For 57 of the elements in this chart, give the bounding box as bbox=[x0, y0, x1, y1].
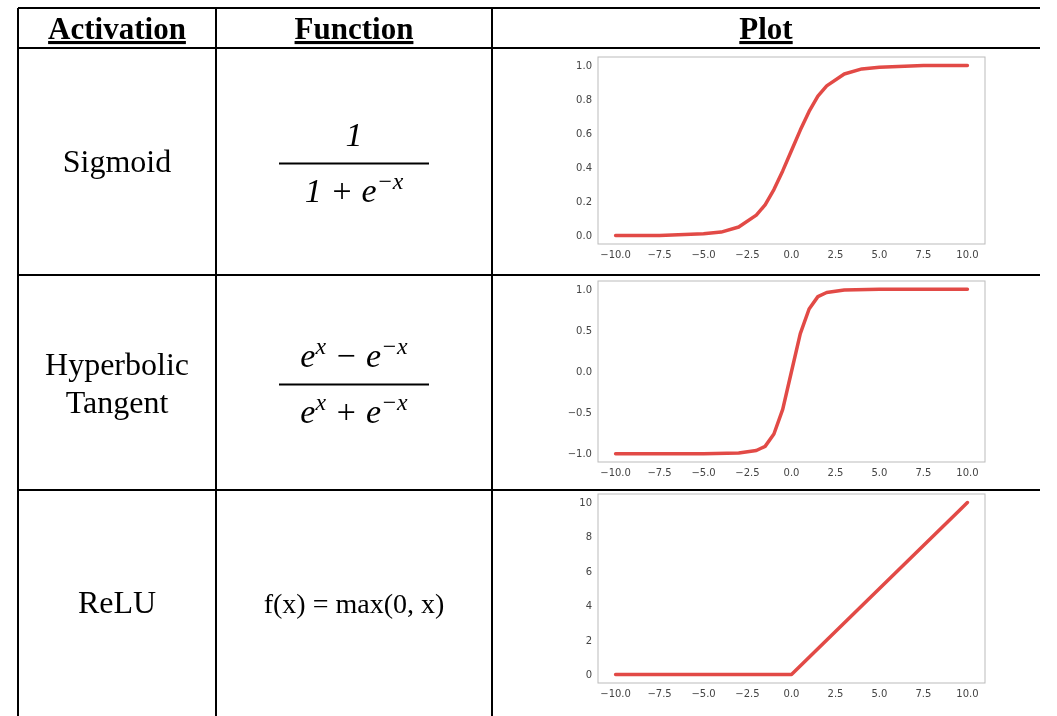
x-tick-label: 10.0 bbox=[956, 688, 979, 699]
text: Function bbox=[294, 11, 414, 46]
x-tick-label: −7.5 bbox=[647, 249, 672, 260]
x-tick-label: 10.0 bbox=[956, 249, 979, 260]
text: f(x) = max(0, x) bbox=[263, 588, 445, 619]
x-tick-label: 10.0 bbox=[956, 467, 979, 478]
y-tick-label: 1.0 bbox=[576, 283, 592, 295]
x-tick-label: 2.5 bbox=[827, 688, 844, 699]
x-tick-label: 0.0 bbox=[783, 467, 800, 478]
x-tick-label: −2.5 bbox=[735, 249, 760, 260]
y-tick-label: 10 bbox=[579, 497, 592, 509]
y-tick-label: 0.0 bbox=[576, 366, 592, 377]
text: e$^{x}$ − e$^{−x}$ bbox=[300, 332, 409, 374]
y-tick-label: 2 bbox=[585, 634, 592, 646]
x-tick-label: 0.0 bbox=[783, 249, 800, 260]
y-tick-label: 0.2 bbox=[576, 196, 592, 207]
x-tick-label: −7.5 bbox=[647, 688, 672, 699]
x-tick-label: 5.0 bbox=[871, 467, 888, 478]
line-series bbox=[613, 287, 970, 456]
y-tick-label: 8 bbox=[585, 531, 592, 543]
y-tick-label: 4 bbox=[585, 600, 592, 612]
y-tick-label: 1.0 bbox=[576, 60, 592, 71]
y-tick-label: 0.6 bbox=[576, 128, 592, 139]
x-tick-label: 5.0 bbox=[871, 249, 888, 260]
y-tick-label: 0 bbox=[585, 668, 592, 680]
text: 1 + e$^{−x}$ bbox=[304, 167, 404, 209]
x-tick-label: 7.5 bbox=[915, 249, 932, 260]
y-tick-label: 6 bbox=[585, 565, 592, 577]
x-tick-label: 2.5 bbox=[827, 467, 844, 478]
text: Hyperbolic Tangent bbox=[45, 345, 189, 420]
y-tick-label: 0.4 bbox=[576, 162, 592, 173]
x-tick-label: −2.5 bbox=[735, 688, 760, 699]
y-tick-label: 0.5 bbox=[576, 324, 592, 336]
x-tick-label: −5.0 bbox=[691, 249, 716, 260]
x-tick-label: −5.0 bbox=[691, 688, 716, 699]
text: e$^{x}$ + e$^{−x}$ bbox=[300, 388, 409, 430]
line-series bbox=[613, 63, 970, 238]
text: Activation bbox=[48, 11, 186, 46]
x-tick-label: 7.5 bbox=[915, 467, 932, 478]
text: Plot bbox=[739, 11, 794, 46]
x-tick-label: 0.0 bbox=[783, 688, 800, 699]
x-tick-label: 5.0 bbox=[871, 688, 888, 699]
text: Sigmoid bbox=[62, 142, 172, 179]
x-tick-label: 7.5 bbox=[915, 688, 932, 699]
x-tick-label: −10.0 bbox=[600, 688, 631, 699]
x-tick-label: −7.5 bbox=[647, 467, 672, 478]
x-tick-label: −10.0 bbox=[600, 467, 631, 478]
x-tick-label: −10.0 bbox=[600, 249, 631, 260]
y-tick-label: 0.0 bbox=[576, 230, 592, 241]
y-tick-label: −0.5 bbox=[567, 407, 592, 419]
text: ReLU bbox=[77, 584, 157, 620]
y-tick-label: 0.8 bbox=[576, 94, 592, 105]
text: 1 bbox=[345, 115, 363, 153]
x-tick-label: −2.5 bbox=[735, 467, 760, 478]
x-tick-label: −5.0 bbox=[691, 467, 716, 478]
y-tick-label: −1.0 bbox=[567, 448, 592, 460]
x-tick-label: 2.5 bbox=[827, 249, 844, 260]
